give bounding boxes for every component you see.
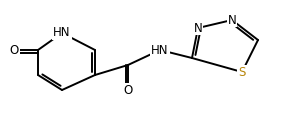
Text: O: O <box>123 84 133 97</box>
Text: N: N <box>194 21 202 34</box>
Text: O: O <box>9 44 18 57</box>
Text: HN: HN <box>151 44 169 57</box>
Text: S: S <box>238 65 246 78</box>
Text: N: N <box>228 13 236 27</box>
Text: HN: HN <box>53 27 71 40</box>
